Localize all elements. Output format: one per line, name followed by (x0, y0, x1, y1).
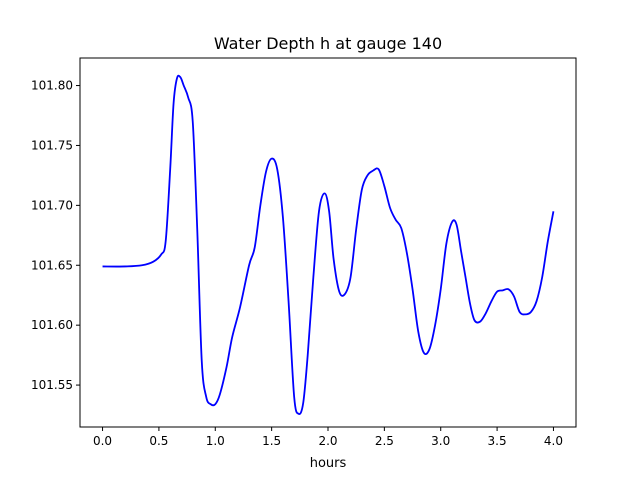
plot-area: 0.0 0.5 1.0 1.5 2.0 2.5 3.0 3.5 4.0 101.55 101.60 1… (31, 57, 577, 448)
x-tick-label: 1.0 (206, 434, 225, 448)
series-line-0 (102, 74, 555, 415)
y-tick-label: 101.55 (31, 378, 73, 392)
x-tick-label: 4.0 (544, 434, 563, 448)
x-tick-label: 0.5 (149, 434, 168, 448)
y-tick-label: 101.80 (31, 79, 73, 93)
x-tick-label: 2.0 (318, 434, 337, 448)
y-tick-label: 101.60 (31, 318, 73, 332)
x-axis-label: hours (310, 456, 347, 471)
x-tick-label: 0.0 (93, 434, 112, 448)
y-tick-label: 101.65 (31, 258, 73, 272)
x-tick-label: 1.5 (262, 434, 281, 448)
chart-title: Water Depth h at gauge 140 (214, 34, 442, 53)
x-tick-label: 3.5 (488, 434, 507, 448)
y-tick-label: 101.75 (31, 138, 73, 152)
y-tick-label: 101.70 (31, 198, 73, 212)
x-tick-label: 3.0 (431, 434, 450, 448)
x-tick-label: 2.5 (375, 434, 394, 448)
